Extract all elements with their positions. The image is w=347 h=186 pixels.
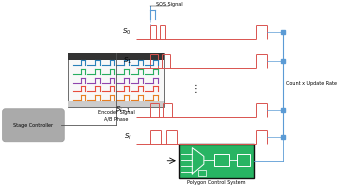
Bar	[198, 170, 206, 176]
Text: $S_0$: $S_0$	[122, 27, 132, 37]
Text: SOS Signal: SOS Signal	[156, 2, 183, 7]
FancyBboxPatch shape	[3, 109, 64, 142]
Text: Stage Controller: Stage Controller	[14, 123, 53, 128]
Text: $S_{i-1}$: $S_{i-1}$	[115, 105, 132, 115]
Bar	[213, 154, 229, 166]
Text: Encoder Signal
A/B Phase: Encoder Signal A/B Phase	[98, 110, 135, 121]
Text: $\vdots$: $\vdots$	[189, 82, 197, 95]
Text: $S_i$: $S_i$	[124, 132, 132, 142]
FancyBboxPatch shape	[179, 144, 254, 178]
Text: Count x Update Rate: Count x Update Rate	[286, 81, 337, 86]
Bar	[68, 53, 164, 60]
FancyBboxPatch shape	[68, 53, 164, 107]
Text: $S_1$: $S_1$	[122, 56, 132, 66]
Text: Polygon Control System: Polygon Control System	[187, 180, 246, 185]
Bar	[237, 154, 250, 166]
Bar	[68, 101, 164, 107]
